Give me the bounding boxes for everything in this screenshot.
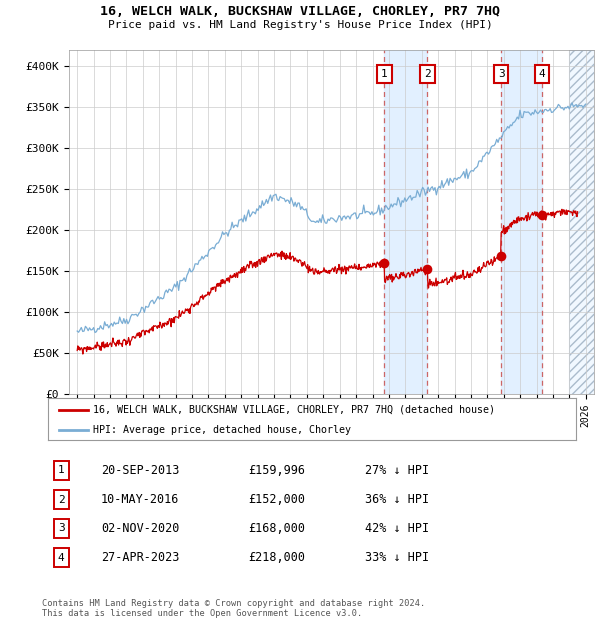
Text: 27% ↓ HPI: 27% ↓ HPI bbox=[365, 464, 429, 477]
Text: 42% ↓ HPI: 42% ↓ HPI bbox=[365, 522, 429, 535]
Text: 16, WELCH WALK, BUCKSHAW VILLAGE, CHORLEY, PR7 7HQ: 16, WELCH WALK, BUCKSHAW VILLAGE, CHORLE… bbox=[100, 5, 500, 18]
Text: 4: 4 bbox=[58, 552, 65, 563]
Text: £159,996: £159,996 bbox=[248, 464, 305, 477]
Text: 16, WELCH WALK, BUCKSHAW VILLAGE, CHORLEY, PR7 7HQ (detached house): 16, WELCH WALK, BUCKSHAW VILLAGE, CHORLE… bbox=[93, 405, 495, 415]
Text: 3: 3 bbox=[58, 523, 65, 533]
Text: 33% ↓ HPI: 33% ↓ HPI bbox=[365, 551, 429, 564]
Text: Price paid vs. HM Land Registry's House Price Index (HPI): Price paid vs. HM Land Registry's House … bbox=[107, 20, 493, 30]
Bar bbox=[501, 50, 542, 394]
Text: Contains HM Land Registry data © Crown copyright and database right 2024.
This d: Contains HM Land Registry data © Crown c… bbox=[42, 599, 425, 618]
Bar bbox=[569, 50, 594, 394]
Text: HPI: Average price, detached house, Chorley: HPI: Average price, detached house, Chor… bbox=[93, 425, 351, 435]
Bar bbox=[569, 50, 594, 394]
Text: £218,000: £218,000 bbox=[248, 551, 305, 564]
Text: 10-MAY-2016: 10-MAY-2016 bbox=[101, 494, 179, 506]
Text: 1: 1 bbox=[58, 466, 65, 476]
Text: 36% ↓ HPI: 36% ↓ HPI bbox=[365, 494, 429, 506]
Text: 1: 1 bbox=[381, 69, 388, 79]
Text: £168,000: £168,000 bbox=[248, 522, 305, 535]
Text: 4: 4 bbox=[538, 69, 545, 79]
Bar bbox=[385, 50, 427, 394]
Text: 2: 2 bbox=[424, 69, 431, 79]
Text: 02-NOV-2020: 02-NOV-2020 bbox=[101, 522, 179, 535]
Text: £152,000: £152,000 bbox=[248, 494, 305, 506]
Text: 20-SEP-2013: 20-SEP-2013 bbox=[101, 464, 179, 477]
Text: 3: 3 bbox=[498, 69, 505, 79]
Text: 2: 2 bbox=[58, 495, 65, 505]
Text: 27-APR-2023: 27-APR-2023 bbox=[101, 551, 179, 564]
